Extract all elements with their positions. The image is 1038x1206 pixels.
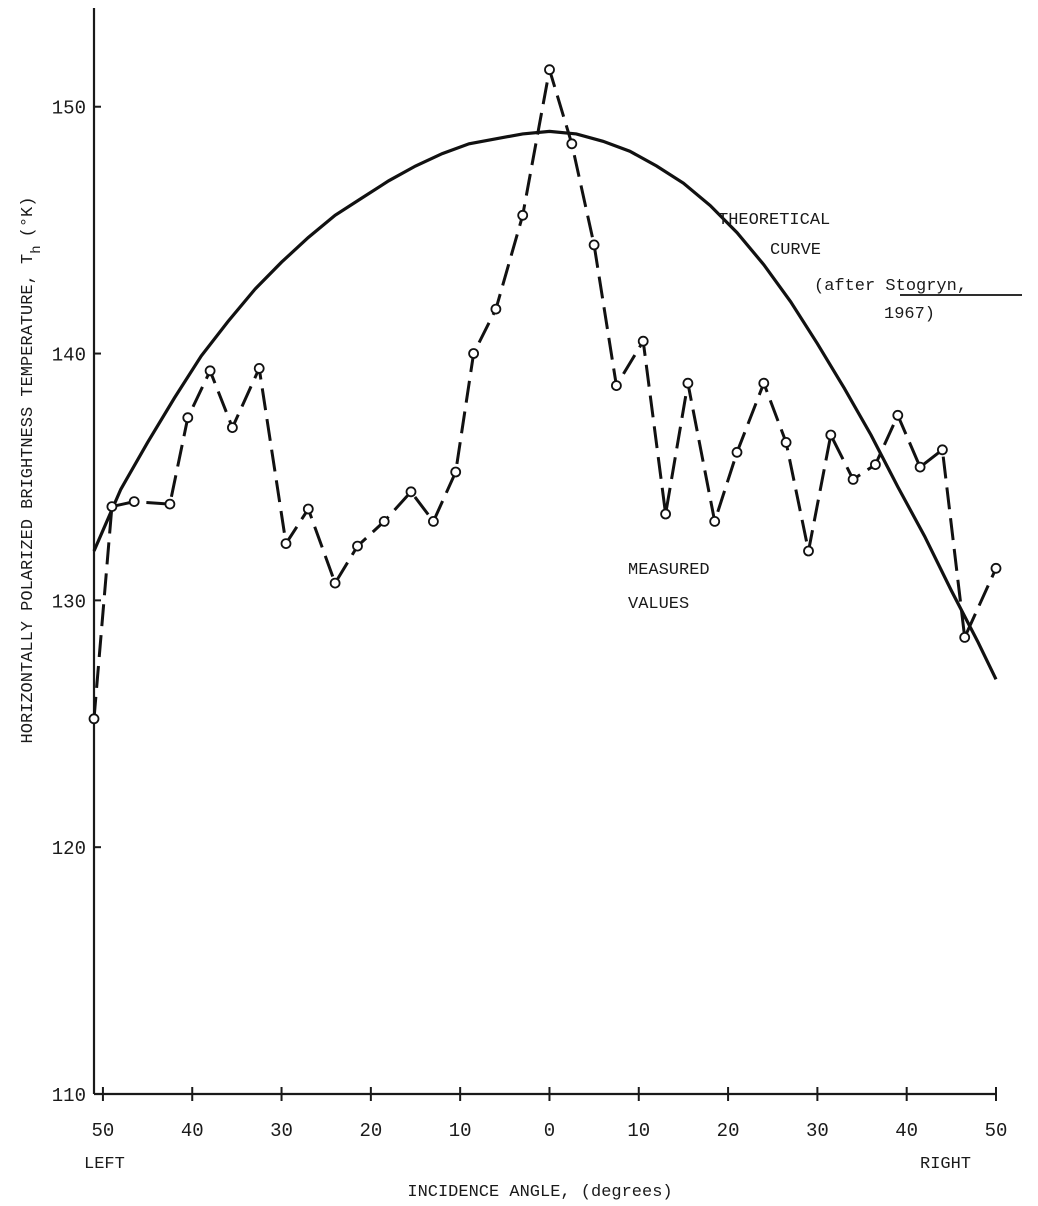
measured-point xyxy=(758,377,770,389)
measured-annotation-line-1: MEASURED xyxy=(628,561,710,580)
x-left-label: LEFT xyxy=(84,1155,125,1174)
measured-point xyxy=(405,486,417,498)
y-tick-label-120: 120 xyxy=(52,838,86,860)
measured-point xyxy=(847,473,859,485)
measured-point xyxy=(128,496,140,508)
x-tick-label-6: 10 xyxy=(627,1120,650,1142)
x-tick-label-0: 50 xyxy=(92,1120,115,1142)
measured-point xyxy=(329,577,341,589)
x-axis-ticks: 50 40 30 20 10 0 10 20 30 40 50 xyxy=(92,1087,1008,1142)
y-axis-title: HORIZONTALLY POLARIZED BRIGHTNESS TEMPER… xyxy=(19,197,45,744)
x-tick-label-10: 50 xyxy=(985,1120,1008,1142)
measured-point xyxy=(959,632,971,643)
y-tick-label-130: 130 xyxy=(52,591,86,613)
y-tick-label-150: 150 xyxy=(52,98,86,120)
x-tick-label-3: 20 xyxy=(359,1120,382,1142)
measured-point xyxy=(204,365,216,377)
y-tick-label-110: 110 xyxy=(52,1085,86,1107)
y-axis-title-main: HORIZONTALLY POLARIZED BRIGHTNESS TEMPER… xyxy=(19,254,38,744)
measured-point xyxy=(937,444,948,456)
measured-point xyxy=(731,446,743,458)
measured-point xyxy=(803,545,814,557)
x-tick-label-1: 40 xyxy=(181,1120,204,1142)
x-tick-label-2: 30 xyxy=(270,1120,293,1142)
measured-point xyxy=(660,508,671,520)
measured-point xyxy=(302,503,314,515)
x-tick-label-8: 30 xyxy=(806,1120,829,1142)
measured-point xyxy=(182,412,194,424)
measured-point xyxy=(378,516,390,527)
measured-point xyxy=(892,409,904,421)
measured-point xyxy=(588,239,600,251)
measured-point xyxy=(468,348,480,359)
measured-point xyxy=(682,377,694,389)
measured-point xyxy=(780,436,792,448)
theory-annotation-line-2: CURVE xyxy=(770,241,821,260)
measured-point xyxy=(450,466,462,478)
y-tick-label-140: 140 xyxy=(52,345,86,367)
measured-values-line xyxy=(92,69,998,719)
y-axis-title-unit: (°K) xyxy=(19,197,38,238)
measured-point xyxy=(88,713,100,725)
x-axis-title: INCIDENCE ANGLE, (degrees) xyxy=(407,1183,672,1202)
x-tick-label-4: 10 xyxy=(449,1120,472,1142)
measured-point xyxy=(566,138,578,150)
x-tick-label-9: 40 xyxy=(895,1120,918,1142)
x-tick-label-7: 20 xyxy=(717,1120,740,1142)
measured-point xyxy=(914,461,926,473)
theory-annotation-line-4: 1967) xyxy=(884,305,935,324)
y-axis-title-subscript: h xyxy=(29,245,45,253)
theory-annotation-line-1: THEORETICAL xyxy=(718,211,830,230)
measured-point xyxy=(637,335,649,347)
theoretical-curve-line xyxy=(92,129,998,680)
measured-point xyxy=(106,501,118,513)
measured-point xyxy=(990,562,1002,574)
x-tick-label-5: 0 xyxy=(544,1120,555,1142)
measured-annotation-line-2: VALUES xyxy=(628,595,689,614)
measured-point xyxy=(544,64,555,76)
measured-point xyxy=(825,429,837,441)
measured-point xyxy=(517,209,529,221)
measured-point xyxy=(611,380,622,392)
measured-point xyxy=(490,303,502,315)
measured-point xyxy=(280,538,292,549)
measured-point xyxy=(709,516,721,527)
measured-point xyxy=(427,516,439,527)
measured-point xyxy=(352,540,363,552)
measured-point xyxy=(870,459,881,471)
measured-point xyxy=(253,362,265,374)
measured-value-points xyxy=(88,64,1002,725)
x-right-label: RIGHT xyxy=(920,1155,971,1174)
theory-annotation-line-3: (after Stogryn, xyxy=(814,277,967,296)
measured-point xyxy=(164,498,176,510)
y-axis-ticks: 110 120 130 140 150 xyxy=(52,98,101,1107)
measured-point xyxy=(226,422,238,434)
